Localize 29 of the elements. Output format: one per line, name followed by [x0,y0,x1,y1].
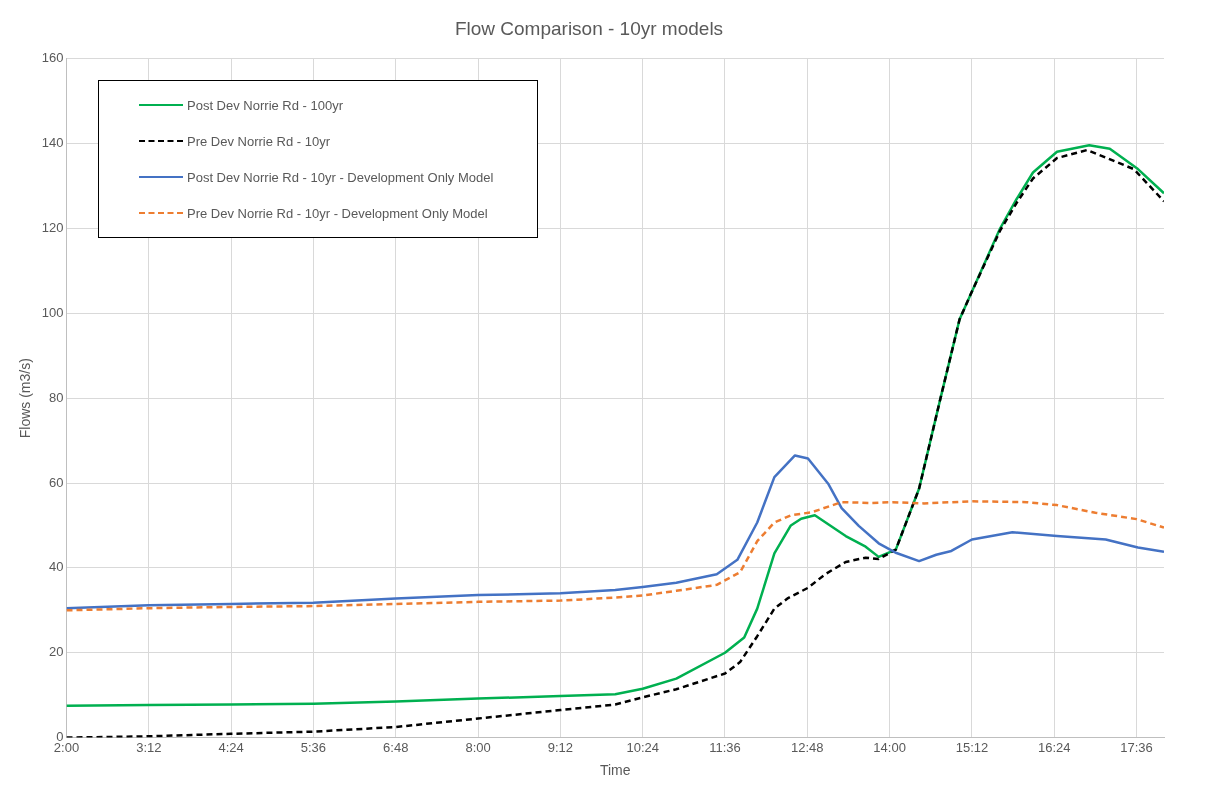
x-tick-label: 15:12 [955,739,989,755]
x-tick-label: 10:24 [626,739,659,755]
legend-label: Post Dev Norrie Rd - 100yr [187,97,344,113]
y-axis-title: Flows (m3/s) [17,358,34,439]
x-tick-label: 12:48 [791,739,824,755]
x-tick-label: 3:12 [136,739,162,755]
x-tick-label: 9:12 [547,739,574,755]
y-tick-label: 160 [41,50,64,66]
line-series [66,500,1164,612]
legend-label: Pre Dev Norrie Rd - 10yr [187,133,331,149]
x-tick-label: 11:36 [709,739,741,755]
y-tick-label: 20 [49,644,64,660]
x-axis-title: Time [599,762,631,779]
x-tick-label: 8:00 [465,739,491,755]
y-tick-label: 40 [49,559,64,575]
x-tick-label: 17:36 [1120,739,1153,755]
x-tick-label: 6:48 [383,739,409,755]
x-tick-label: 16:24 [1037,739,1071,755]
y-tick-label: 60 [49,474,64,490]
legend-label: Post Dev Norrie Rd - 10yr - Development Only Model [187,169,494,185]
y-tick-label: 100 [41,304,64,320]
y-tick-label: 80 [49,389,64,405]
x-tick-label: 14:00 [873,739,906,755]
legend-label: Pre Dev Norrie Rd - 10yr - Development Only Model [187,205,488,221]
chart-title: Flow Comparison - 10yr models [454,17,724,39]
x-tick-label: 4:24 [218,739,244,755]
y-tick-label: 120 [41,220,64,236]
x-tick-label: 5:36 [300,739,327,755]
y-tick-label: 140 [41,135,64,151]
